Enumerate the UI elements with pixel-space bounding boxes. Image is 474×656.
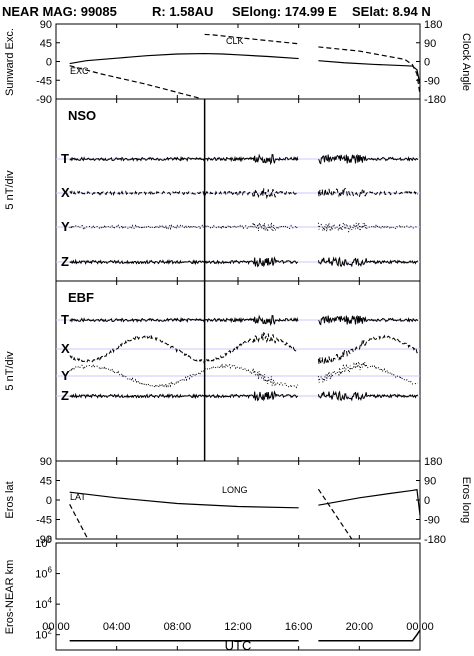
- chart-marks: 00:00 04:00 08:00 12:00 16:00 20:00 00:00 90 45 0…: [35, 19, 446, 650]
- header-selat: SElat: 8.94 N: [352, 4, 431, 19]
- trace-line-x: [317, 334, 418, 366]
- trace-label-t: T: [61, 151, 69, 166]
- trace-line-t: [69, 153, 299, 166]
- y-tick-label-left: 0: [46, 495, 52, 507]
- y-tick-label-right: 90: [424, 476, 436, 488]
- trace-line-y: [317, 361, 419, 385]
- y-tick-label-right: 0: [424, 495, 430, 507]
- exc-label: EXC: [70, 66, 89, 76]
- y-tick-label-log: 106: [35, 566, 52, 581]
- trace-line-t: [318, 153, 419, 165]
- ebf-title: EBF: [68, 290, 94, 305]
- x-tick-label: 04:00: [103, 621, 131, 633]
- header-title: NEAR MAG: 99085: [2, 4, 117, 19]
- y-tick-exponent: 4: [48, 596, 53, 605]
- x-tick-label: 20:00: [346, 621, 374, 633]
- header-selong: SElong: 174.99 E: [232, 4, 337, 19]
- y-tick-label-right: -180: [424, 534, 446, 546]
- series-line-lat: [69, 491, 299, 509]
- panel-ebf-frame: [55, 280, 421, 462]
- x-tick-label: 00:00: [406, 621, 434, 633]
- trace-line-x: [69, 187, 299, 200]
- y-tick-label-log: 104: [35, 596, 52, 611]
- lat-label: LAT: [70, 492, 86, 502]
- series-line-clk: [204, 33, 299, 45]
- y-tick-label-left: 90: [40, 456, 52, 468]
- y-tick-label-left: 45: [40, 476, 52, 488]
- trace-label-t: T: [61, 312, 69, 327]
- x-tick-label: 08:00: [164, 621, 192, 633]
- sunward-ylabel: Sunward Exc.: [4, 28, 16, 96]
- eros-long-ylabel: Eros long: [460, 477, 472, 523]
- y-tick-label-log: 102: [35, 627, 52, 642]
- distance-ylabel: Eros-NEAR km: [4, 560, 16, 635]
- series-line-clk: [69, 65, 199, 99]
- ebf-ylabel: 5 nT/div: [4, 351, 16, 391]
- trace-line-t: [69, 314, 299, 327]
- long-label: LONG: [222, 485, 248, 495]
- nso-ylabel: 5 nT/div: [4, 170, 16, 210]
- y-tick-label-right: 90: [424, 38, 436, 50]
- y-tick-label-left: 0: [46, 57, 52, 69]
- trace-label-y: Y: [61, 368, 70, 383]
- series-line-long: [69, 504, 89, 540]
- y-tick-label-left: 45: [40, 38, 52, 50]
- trace-line-y: [69, 363, 299, 389]
- trace-label-y: Y: [61, 219, 70, 234]
- y-tick-label-right: -180: [424, 94, 446, 106]
- distance-line: [318, 629, 421, 642]
- y-tick-label-left: 90: [40, 19, 52, 31]
- series-line-lat: [318, 488, 421, 516]
- trace-line-y: [317, 221, 419, 233]
- eros-lat-ylabel: Eros lat: [4, 481, 16, 518]
- trace-line-x: [317, 187, 419, 199]
- y-tick-label-right: -90: [424, 515, 440, 527]
- y-tick-exponent: 8: [48, 535, 53, 544]
- trace-label-x: X: [61, 185, 70, 200]
- y-tick-exponent: 6: [48, 566, 53, 575]
- series-line-long: [317, 488, 353, 540]
- trace-line-z: [69, 390, 298, 402]
- y-tick-label-left: -90: [36, 94, 52, 106]
- x-tick-label: 16:00: [285, 621, 313, 633]
- x-tick-label: 00:00: [42, 621, 70, 633]
- panel-eros-frame: [55, 460, 421, 540]
- y-tick-exponent: 2: [48, 627, 53, 636]
- y-tick-label-right: 180: [424, 456, 442, 468]
- clk-label: CLK: [226, 36, 244, 46]
- trace-line-x: [69, 331, 299, 364]
- y-tick-label-right: 180: [424, 19, 442, 31]
- trace-label-z: Z: [61, 388, 69, 403]
- trace-line-z: [317, 256, 419, 268]
- y-tick-label-right: 0: [424, 57, 430, 69]
- trace-line-t: [318, 314, 419, 326]
- y-tick-label-left: -45: [36, 75, 52, 87]
- series-line-exc: [69, 52, 299, 65]
- header-distance: R: 1.58AU: [152, 4, 213, 19]
- x-axis-label: UTC: [225, 638, 252, 653]
- trace-label-z: Z: [61, 254, 69, 269]
- y-tick-label-log: 108: [35, 535, 52, 550]
- x-tick-label: 12:00: [224, 621, 252, 633]
- series-line-clk: [318, 46, 421, 95]
- panel-distance-frame: [55, 542, 421, 651]
- y-tick-label-right: -90: [424, 75, 440, 87]
- trace-line-z: [317, 390, 419, 402]
- y-tick-label-left: -45: [36, 515, 52, 527]
- nso-title: NSO: [68, 108, 96, 123]
- y-tick-label-left: -90: [36, 534, 52, 546]
- series-line-exc: [318, 60, 421, 85]
- trace-label-x: X: [61, 341, 70, 356]
- clock-ylabel: Clock Angle: [460, 33, 472, 91]
- panel-nso-frame: [55, 98, 421, 282]
- trace-line-z: [69, 256, 298, 268]
